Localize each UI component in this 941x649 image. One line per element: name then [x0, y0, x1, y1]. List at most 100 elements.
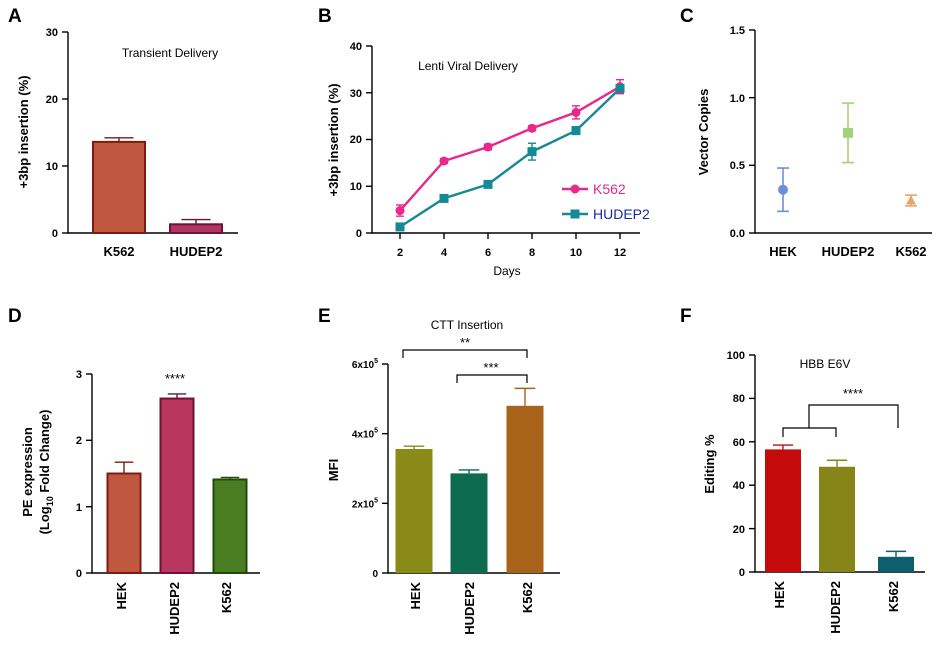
panel-d-y-label-line2: (Log10 Fold Change): [37, 410, 55, 535]
panel-a-label: A: [8, 6, 22, 27]
panel-a-ytick-label: 30: [46, 27, 58, 39]
panel-a-bar-hudep2: [169, 223, 223, 234]
panel-c-ytick-label: 0.5: [730, 160, 745, 172]
panel-b-title: Lenti Viral Delivery: [418, 59, 518, 73]
panel-b-ytick-label: 30: [350, 88, 362, 100]
panel-c-hudep2-point: [843, 127, 853, 138]
panel-d-y-label-line1: PE expression: [20, 427, 35, 517]
panel-b-k562-point: [483, 142, 493, 152]
panel-f-comparison-bracket: [808, 404, 899, 428]
panel-d: D PE expression (Log10 Fold Change) 0 1 …: [8, 306, 260, 635]
panel-d-bar-hek: [106, 472, 142, 574]
panel-a: A Transient Delivery +3bp insertion (%) …: [8, 6, 238, 259]
panel-a-bar-k562: [92, 140, 146, 235]
panel-c-category-label: HUDEP2: [822, 244, 875, 259]
panel-d-bar-k562: [212, 478, 248, 574]
panel-c-label: C: [680, 6, 694, 27]
panel-f-bracket: ****: [782, 386, 899, 437]
panel-b-label: B: [318, 6, 332, 27]
panel-c-ytick-label: 0.0: [730, 228, 745, 240]
panel-f-label: F: [680, 306, 692, 327]
panel-a-category-label: K562: [103, 244, 134, 259]
panel-a-title: Transient Delivery: [122, 46, 218, 60]
panel-b-legend: K562 HUDEP2: [562, 181, 650, 222]
panel-e-y-label: MFI: [326, 459, 341, 481]
panel-f-bar-k562: [878, 556, 914, 572]
panel-f-title: HBB E6V: [800, 357, 851, 371]
panel-c-hek-point: [778, 184, 788, 195]
panel-b-xtick-label: 2: [397, 247, 403, 259]
panel-a-ytick-label: 0: [52, 228, 58, 240]
panel-a-category-label: HUDEP2: [170, 244, 223, 259]
panel-b-k562-point: [395, 206, 405, 216]
panel-e-category-label: K562: [520, 582, 535, 613]
panel-f-group-bracket: [782, 427, 837, 437]
panel-b: B Lenti Viral Delivery +3bp insertion (%…: [318, 6, 650, 278]
panel-e-ytick-label: 2x105: [352, 497, 378, 510]
panel-b-k562-point: [571, 107, 581, 117]
panel-b-xtick-label: 6: [485, 247, 491, 259]
panel-e-ytick-label: 6x105: [352, 358, 378, 371]
panel-d-category-label: HUDEP2: [167, 582, 182, 635]
panel-e-bar-k562: [506, 405, 544, 573]
legend-hudep2-label: HUDEP2: [593, 206, 650, 222]
panel-e-title: CTT Insertion: [431, 318, 503, 332]
panel-b-ytick-label: 10: [350, 181, 362, 193]
legend-hudep2-marker: [570, 209, 580, 219]
panel-f: F HBB E6V Editing % 0 20 40 60 80 100 **…: [680, 306, 925, 634]
panel-f-ytick-label: 100: [727, 350, 745, 362]
panel-d-category-label: K562: [219, 582, 234, 613]
panel-d-ytick-label: 1: [76, 502, 82, 514]
panel-f-significance: ****: [843, 386, 863, 401]
panel-b-xtick-label: 4: [441, 247, 448, 259]
panel-e-category-label: HEK: [408, 581, 423, 609]
panel-b-k562-point: [439, 156, 449, 166]
panel-f-category-label: HEK: [772, 580, 787, 608]
panel-b-hudep2-point: [571, 126, 581, 136]
panel-b-y-label: +3bp insertion (%): [326, 83, 341, 196]
panel-e-bar-hudep2: [450, 473, 488, 573]
panel-b-xtick-label: 10: [570, 247, 582, 259]
legend-k562-label: K562: [593, 181, 626, 197]
panel-d-ytick-label: 0: [76, 568, 82, 580]
panel-b-hudep2-point: [615, 84, 625, 94]
panel-f-ytick-label: 80: [733, 393, 745, 405]
panel-e-bracket-line: [402, 349, 528, 358]
panel-f-bar-hek: [765, 449, 801, 572]
panel-b-k562-point: [527, 123, 537, 133]
panel-b-x-label: Days: [493, 264, 520, 278]
panel-f-category-label: K562: [886, 581, 901, 612]
panel-b-xtick-label: 8: [529, 247, 535, 259]
panel-c: C Vector Copies 0.0 0.5 1.0 1.5 HEK HUDE…: [680, 6, 932, 259]
panel-b-hudep2-line: [399, 87, 621, 228]
panel-f-category-label: HUDEP2: [828, 581, 843, 634]
panel-d-ytick-label: 2: [76, 435, 82, 447]
panel-d-bar-hudep2: [159, 397, 195, 574]
panel-e-bracket-2: ***: [456, 360, 528, 383]
panel-b-hudep2-point: [439, 193, 449, 203]
panel-b-ytick-label: 40: [350, 41, 362, 53]
panel-c-k562-point: [906, 195, 916, 205]
panel-a-ytick-label: 10: [46, 161, 58, 173]
panel-d-y-label-sub: 10: [45, 496, 55, 506]
panel-e-category-label: HUDEP2: [462, 582, 477, 635]
panel-b-hudep2-point: [527, 147, 537, 157]
panel-f-ytick-label: 60: [733, 437, 745, 449]
panel-c-y-label: Vector Copies: [696, 89, 711, 176]
panel-e-bracket-1: **: [402, 335, 528, 358]
panel-b-ytick-label: 20: [350, 134, 362, 146]
panel-d-significance: ****: [165, 371, 185, 386]
panel-d-label: D: [8, 306, 22, 327]
panel-e-bracket-label: **: [460, 335, 470, 350]
panel-b-ytick-label: 0: [356, 228, 362, 240]
panel-b-hudep2-point: [483, 179, 493, 189]
panel-b-xtick-label: 12: [614, 247, 626, 259]
panel-f-y-label: Editing %: [702, 434, 717, 494]
panel-b-hudep2-point: [395, 222, 405, 232]
panel-e-bar-hek: [395, 448, 433, 573]
panel-f-ytick-label: 40: [733, 480, 745, 492]
panel-c-category-label: HEK: [769, 244, 797, 259]
legend-k562-marker: [570, 184, 580, 194]
